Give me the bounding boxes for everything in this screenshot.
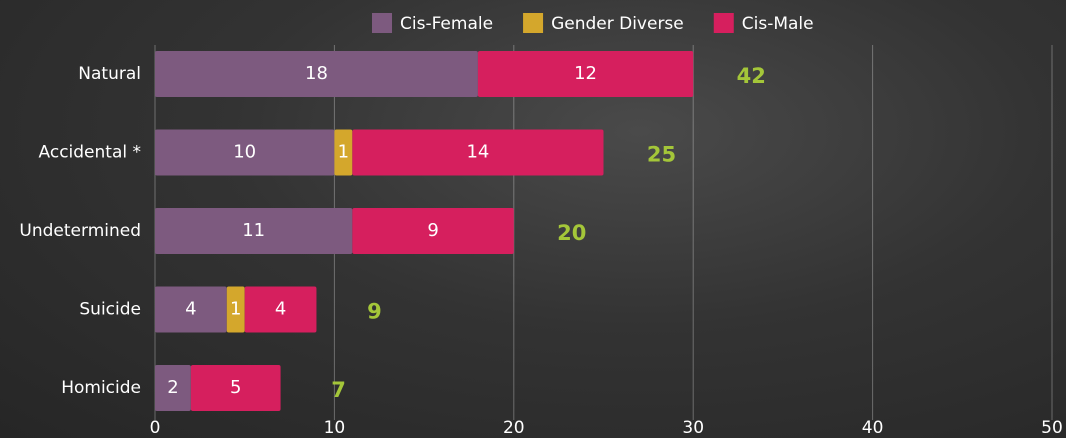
x-tick-label: 30 [682, 418, 704, 438]
bar-segment [477, 51, 694, 97]
bar-segment [155, 365, 191, 411]
total-label: 20 [557, 221, 586, 245]
data-label: 12 [574, 63, 597, 84]
bar-segment [334, 129, 353, 176]
bar-segment [352, 208, 514, 254]
data-label: 14 [466, 142, 489, 163]
data-label: 4 [185, 299, 196, 320]
data-label: 10 [233, 142, 256, 163]
data-label: 2 [167, 377, 178, 398]
x-tick-label: 50 [1041, 418, 1063, 438]
legend-label: Cis-Female [400, 14, 493, 34]
bar-segment [226, 286, 245, 333]
data-label: 18 [305, 63, 328, 84]
data-label: 1 [338, 142, 349, 163]
y-tick-label: Undetermined [19, 221, 141, 241]
data-label: 4 [275, 299, 286, 320]
total-label: 9 [367, 300, 382, 324]
total-label: 42 [737, 64, 766, 88]
y-tick-label: Natural [78, 64, 141, 84]
data-label: 9 [427, 220, 438, 241]
data-label: 5 [230, 377, 241, 398]
bar-segment [155, 286, 227, 333]
legend-label: Gender Diverse [551, 14, 684, 34]
bar-segment [244, 286, 317, 333]
bar-segment [155, 129, 335, 176]
legend-swatch [372, 13, 392, 33]
total-label: 25 [647, 143, 676, 167]
x-tick-label: 20 [503, 418, 525, 438]
legend-swatch [713, 13, 734, 33]
total-label: 7 [331, 378, 346, 402]
bar-segment [352, 129, 604, 176]
y-tick-label: Homicide [61, 378, 141, 398]
x-tick-label: 0 [150, 418, 161, 438]
legend-label: Cis-Male [742, 14, 814, 34]
data-label: 1 [230, 299, 241, 320]
data-label: 11 [242, 220, 265, 241]
bar-segment [155, 208, 353, 254]
bar-segment [190, 365, 281, 411]
bar-segment [155, 51, 478, 97]
legend-swatch [523, 13, 544, 33]
y-tick-label: Accidental * [39, 143, 141, 163]
x-tick-label: 10 [324, 418, 346, 438]
y-tick-label: Suicide [79, 300, 141, 320]
x-tick-label: 40 [862, 418, 884, 438]
